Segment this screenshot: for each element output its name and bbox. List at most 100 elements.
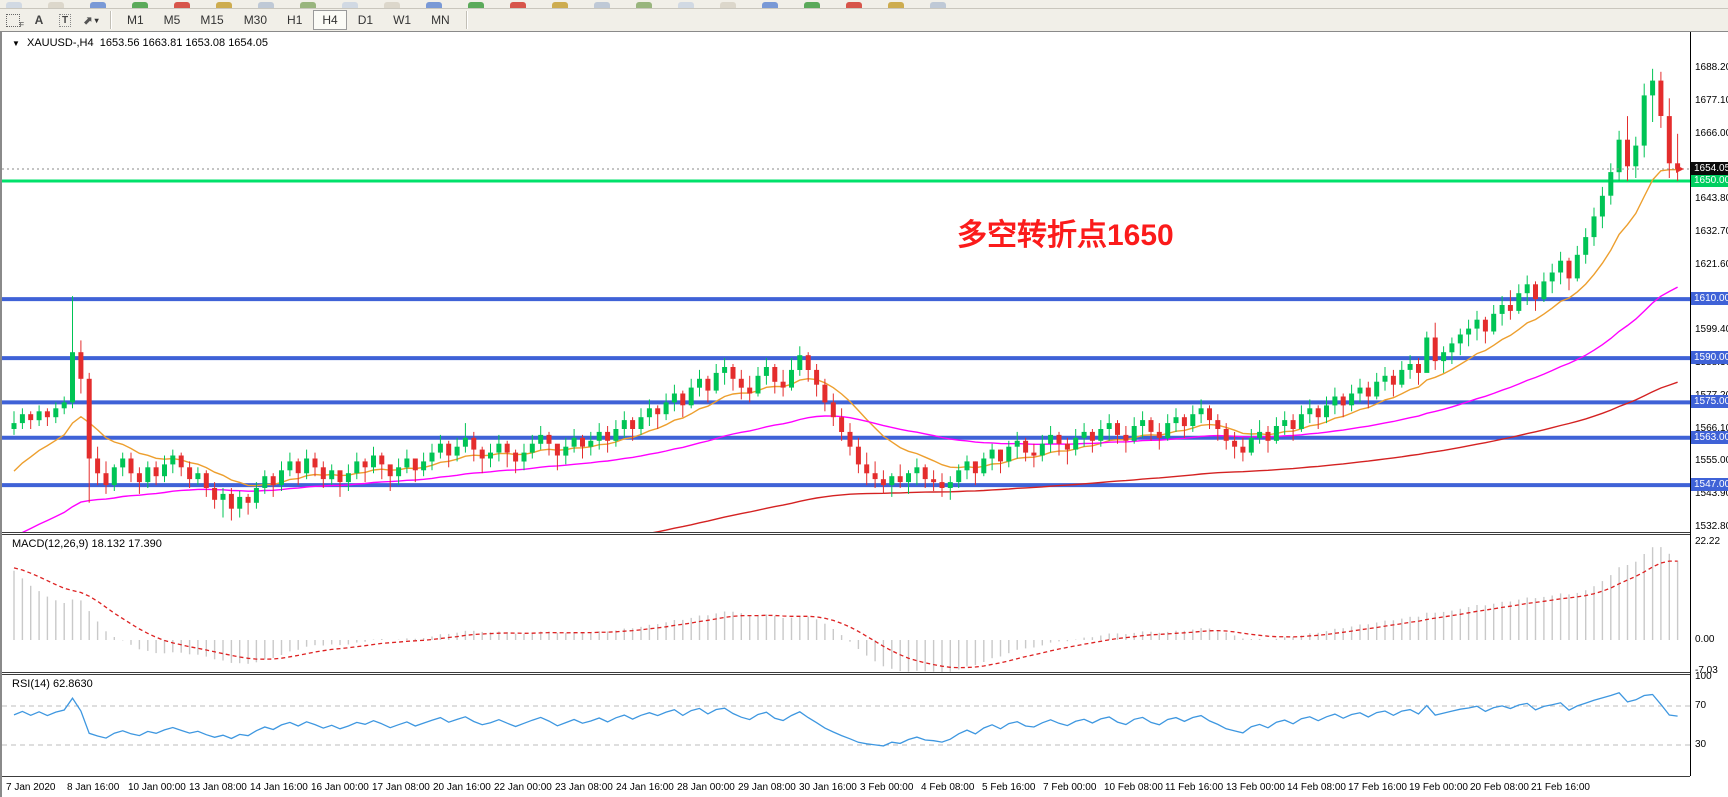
toolbar-icon[interactable] <box>384 2 400 8</box>
panel-separator <box>2 776 1690 777</box>
drawing-tools-group: F A T ⬈ ▾ <box>0 9 104 31</box>
panel-separator[interactable] <box>2 532 1690 535</box>
time-axis-label: 24 Jan 16:00 <box>616 782 674 793</box>
toolbar-icon[interactable] <box>174 2 190 8</box>
time-axis-label: 21 Feb 16:00 <box>1531 782 1590 793</box>
timeframe-button-m1[interactable]: M1 <box>127 13 144 27</box>
timeframe-button-m30[interactable]: M30 <box>243 13 268 27</box>
toolbar-top-row <box>0 0 1728 9</box>
macd-indicator-label: MACD(12,26,9) 18.132 17.390 <box>12 538 162 550</box>
time-axis-label: 14 Jan 16:00 <box>250 782 308 793</box>
toolbar-icon[interactable] <box>636 2 652 8</box>
toolbar-icon[interactable] <box>678 2 694 8</box>
time-axis-label: 11 Feb 16:00 <box>1165 782 1224 793</box>
timeframe-button-d1[interactable]: D1 <box>357 13 374 27</box>
toolbar-icon[interactable] <box>90 2 106 8</box>
rsi-plot[interactable] <box>2 675 1690 776</box>
text-label-tool-icon[interactable]: A <box>34 13 44 27</box>
time-axis-label: 13 Feb 00:00 <box>1226 782 1285 793</box>
macd-axis-tick: 22.22 <box>1695 536 1721 547</box>
toolbar-icon[interactable] <box>510 2 526 8</box>
toolbar-icon[interactable] <box>132 2 148 8</box>
timeframe-button-mn[interactable]: MN <box>431 13 450 27</box>
time-axis-label: 17 Feb 16:00 <box>1348 782 1407 793</box>
timeframe-button-w1[interactable]: W1 <box>393 13 412 27</box>
time-axis-label: 28 Jan 00:00 <box>677 782 735 793</box>
toolbar-icon[interactable] <box>594 2 610 8</box>
rsi-axis-tick: 100 <box>1695 671 1712 682</box>
toolbar-icon[interactable] <box>300 2 316 8</box>
toolbar-icon[interactable] <box>342 2 358 8</box>
symbol-title: XAUUSD-,H4 <box>26 37 94 49</box>
time-axis-label: 13 Jan 08:00 <box>189 782 247 793</box>
toolbar-icon[interactable] <box>426 2 442 8</box>
price-chart-plot[interactable] <box>2 34 1690 532</box>
toolbar-icon[interactable] <box>552 2 568 8</box>
toolbar-icon[interactable] <box>888 2 904 8</box>
time-axis-label: 20 Feb 08:00 <box>1470 782 1529 793</box>
macd-plot[interactable] <box>2 535 1690 672</box>
rsi-axis-tick: 30 <box>1695 739 1707 750</box>
chart-window[interactable]: ▼ XAUUSD-,H4 1653.56 1663.81 1653.08 165… <box>0 31 1728 797</box>
time-axis-label: 10 Jan 00:00 <box>128 782 186 793</box>
price-level-badge: 1610.00 <box>1691 292 1728 305</box>
toolbar-icon[interactable] <box>720 2 736 8</box>
toolbar-icon[interactable] <box>804 2 820 8</box>
toolbar-separator <box>110 11 111 29</box>
timeframe-button-h4[interactable]: H4 <box>313 10 347 30</box>
ohlc-values: 1653.56 1663.81 1653.08 1654.05 <box>99 37 268 49</box>
toolbar-icon[interactable] <box>48 2 64 8</box>
price-tick: 1532.80 <box>1695 521 1728 532</box>
text-box-tool-icon[interactable]: T <box>53 10 77 30</box>
arrow-objects-tool-icon[interactable]: ⬈ ▾ <box>83 14 99 27</box>
toolbar-icon[interactable] <box>930 2 946 8</box>
time-axis-label: 30 Jan 16:00 <box>799 782 857 793</box>
panel-separator[interactable] <box>2 672 1690 675</box>
price-tick: 1688.20 <box>1695 62 1728 73</box>
ma-slow-red <box>652 381 1678 532</box>
time-axis-label: 4 Feb 08:00 <box>921 782 975 793</box>
time-axis-label: 8 Jan 16:00 <box>67 782 120 793</box>
toolbar-tools-row: F A T ⬈ ▾ M1 M5 M15 M30 H1 H4 D1 W1 MN <box>0 9 1728 31</box>
toolbar-icon[interactable] <box>846 2 862 8</box>
price-axis[interactable]: 1688.20 1677.10 1666.00 1643.80 1632.70 1621.… <box>1690 32 1728 776</box>
time-axis-label: 3 Feb 00:00 <box>860 782 914 793</box>
snap-grid-tool-icon[interactable]: F <box>1 10 25 30</box>
time-axis-label: 17 Jan 08:00 <box>372 782 430 793</box>
time-axis-label: 29 Jan 08:00 <box>738 782 796 793</box>
time-axis-label: 10 Feb 08:00 <box>1104 782 1163 793</box>
toolbar-icon[interactable] <box>6 2 22 8</box>
timeframe-button-m15[interactable]: M15 <box>200 13 224 27</box>
price-tick: 1666.00 <box>1695 128 1728 139</box>
toolbar-icon[interactable] <box>468 2 484 8</box>
timeframe-group: M1 M5 M15 M30 H1 H4 D1 W1 MN <box>117 9 460 31</box>
price-level-badge: 1547.00 <box>1691 478 1728 491</box>
ma-fast-orange <box>13 168 1678 487</box>
toolbar-icon[interactable] <box>762 2 778 8</box>
price-level-badge: 1590.00 <box>1691 351 1728 364</box>
price-tick: 1555.00 <box>1695 455 1728 466</box>
price-tick: 1643.80 <box>1695 193 1728 204</box>
price-tick: 1621.60 <box>1695 259 1728 270</box>
chart-annotation-text: 多空转折点1650 <box>957 219 1174 252</box>
toolbar-icon[interactable] <box>258 2 274 8</box>
timeframe-button-h1[interactable]: H1 <box>287 13 303 27</box>
timeframe-button-m5[interactable]: M5 <box>163 13 181 27</box>
price-arrow-icon <box>1676 165 1684 173</box>
time-axis-label: 19 Feb 00:00 <box>1409 782 1468 793</box>
price-tick: 1599.40 <box>1695 324 1728 335</box>
price-level-badge: 1575.00 <box>1691 395 1728 408</box>
macd-axis-tick: 0.00 <box>1695 634 1715 645</box>
time-axis-label: 16 Jan 00:00 <box>311 782 369 793</box>
time-axis-label: 20 Jan 16:00 <box>433 782 491 793</box>
current-price-badge: 1654.05 <box>1691 162 1728 175</box>
toolbar-separator <box>465 11 467 29</box>
chevron-down-icon[interactable]: ▼ <box>12 39 20 48</box>
price-tick: 1566.10 <box>1695 423 1728 434</box>
time-axis-label: 14 Feb 08:00 <box>1287 782 1346 793</box>
rsi-indicator-label: RSI(14) 62.8630 <box>12 678 93 690</box>
time-axis[interactable]: 7 Jan 2020 8 Jan 16:00 10 Jan 00:00 13 Jan … <box>2 777 1690 797</box>
price-tick: 1543.90 <box>1695 488 1728 499</box>
chart-header: ▼ XAUUSD-,H4 1653.56 1663.81 1653.08 165… <box>12 37 268 49</box>
toolbar-icon[interactable] <box>216 2 232 8</box>
